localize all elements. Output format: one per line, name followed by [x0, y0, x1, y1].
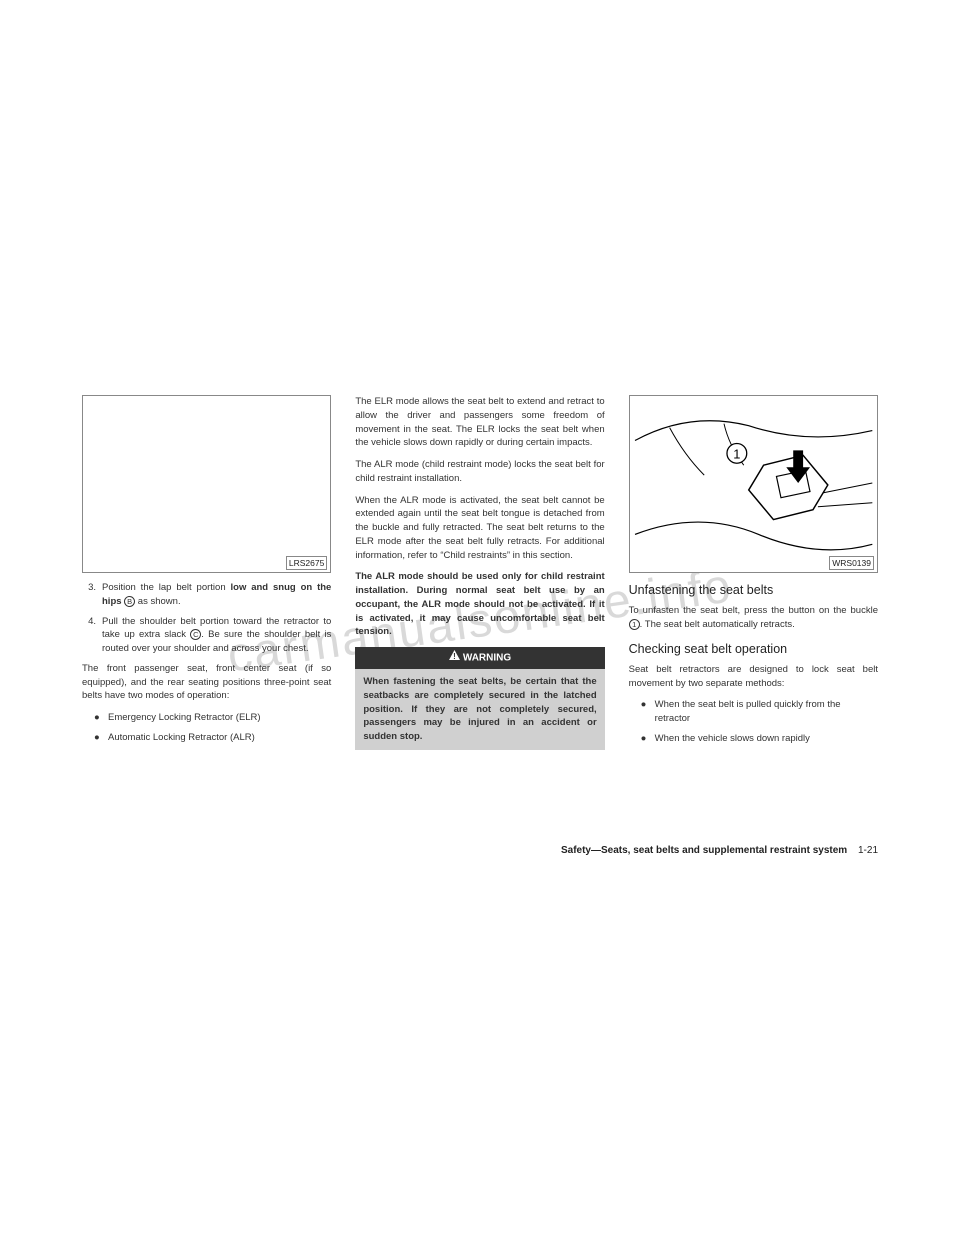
- bullet-text: Emergency Locking Retractor (ELR): [108, 711, 331, 725]
- paragraph: The ELR mode allows the seat belt to ext…: [355, 395, 604, 450]
- text: To unfasten the seat belt, press the but…: [629, 605, 878, 616]
- text: as shown.: [135, 596, 180, 607]
- warning-box: ! WARNING When fastening the seat belts,…: [355, 647, 604, 750]
- column-1: LRS2675 3. Position the lap belt portion…: [82, 395, 331, 752]
- paragraph-bold: The ALR mode should be used only for chi…: [355, 570, 604, 639]
- svg-text:!: !: [453, 652, 456, 660]
- bullet-item: ● Emergency Locking Retractor (ELR): [82, 711, 331, 725]
- figure-label-1: LRS2675: [286, 556, 327, 570]
- text: Position the lap belt portion: [102, 582, 231, 593]
- subheading-unfasten: Unfastening the seat belts: [629, 581, 878, 599]
- warning-icon: !: [449, 650, 460, 666]
- paragraph: The ALR mode (child restraint mode) lock…: [355, 458, 604, 486]
- step-number: 4.: [82, 615, 102, 656]
- step-number: 3.: [82, 581, 102, 609]
- bullet-text: When the vehicle slows down rapidly: [655, 732, 878, 746]
- bullet-item: ● When the seat belt is pulled quickly f…: [629, 698, 878, 726]
- warning-body: When fastening the seat belts, be certai…: [355, 669, 604, 750]
- bullet-icon: ●: [641, 732, 655, 746]
- paragraph: The front passenger seat, front center s…: [82, 662, 331, 703]
- column-3: 1 WRS0139 Unfastening the seat belts To …: [629, 395, 878, 752]
- bullet-text: When the seat belt is pulled quickly fro…: [655, 698, 878, 726]
- circled-1-icon: 1: [629, 619, 640, 630]
- footer-section: Safety—Seats, seat belts and supplementa…: [561, 845, 847, 856]
- svg-text:1: 1: [733, 446, 740, 461]
- bullet-item: ● Automatic Locking Retractor (ALR): [82, 731, 331, 745]
- page-footer: Safety—Seats, seat belts and supplementa…: [561, 845, 878, 856]
- text: . The seat belt automatically retracts.: [640, 619, 795, 630]
- footer-page: 1-21: [858, 845, 878, 856]
- step-text: Pull the shoulder belt portion toward th…: [102, 615, 331, 656]
- step-3: 3. Position the lap belt portion low and…: [82, 581, 331, 609]
- warning-header: ! WARNING: [355, 647, 604, 669]
- bullet-text: Automatic Locking Retractor (ALR): [108, 731, 331, 745]
- bullet-icon: ●: [94, 731, 108, 745]
- buckle-illustration: 1: [630, 396, 877, 572]
- column-2: The ELR mode allows the seat belt to ext…: [355, 395, 604, 752]
- paragraph: To unfasten the seat belt, press the but…: [629, 604, 878, 632]
- figure-placeholder-1: LRS2675: [82, 395, 331, 573]
- step-text: Position the lap belt portion low and sn…: [102, 581, 331, 609]
- paragraph: Seat belt retractors are designed to loc…: [629, 663, 878, 691]
- bullet-icon: ●: [641, 698, 655, 726]
- circled-c-icon: C: [190, 629, 201, 640]
- paragraph: When the ALR mode is activated, the seat…: [355, 494, 604, 563]
- step-4: 4. Pull the shoulder belt portion toward…: [82, 615, 331, 656]
- figure-buckle: 1 WRS0139: [629, 395, 878, 573]
- circled-b-icon: B: [124, 596, 135, 607]
- subheading-checking: Checking seat belt operation: [629, 640, 878, 658]
- warning-label: WARNING: [463, 653, 511, 664]
- figure-label-2: WRS0139: [829, 556, 874, 570]
- page-columns: LRS2675 3. Position the lap belt portion…: [82, 395, 878, 752]
- bullet-icon: ●: [94, 711, 108, 725]
- bullet-item: ● When the vehicle slows down rapidly: [629, 732, 878, 746]
